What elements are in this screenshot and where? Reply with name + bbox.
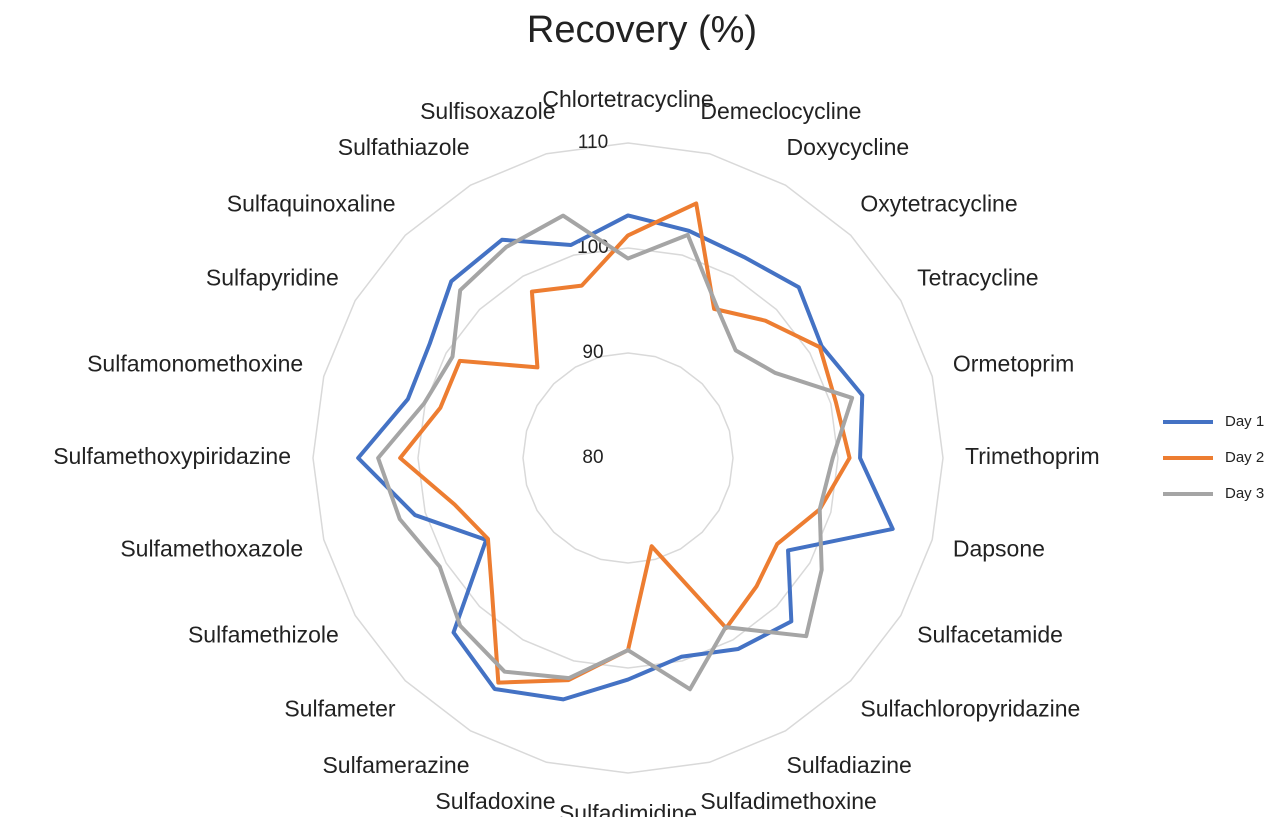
- legend-label: Day 2: [1225, 449, 1264, 466]
- category-label: Sulfaquinoxaline: [227, 191, 396, 217]
- category-label: Chlortetracycline: [542, 86, 713, 112]
- category-label: Sulfadiazine: [787, 752, 912, 778]
- category-label: Sulfisoxazole: [420, 98, 556, 124]
- category-label: Sulfamethoxazole: [120, 535, 303, 561]
- category-label: Sulfachloropyridazine: [860, 696, 1080, 722]
- category-label: Sulfadimidine: [559, 800, 697, 817]
- category-label: Doxycycline: [787, 134, 910, 160]
- category-label: Oxytetracycline: [860, 191, 1017, 217]
- category-label: Sulfadimethoxine: [700, 788, 876, 814]
- legend-label: Day 1: [1225, 413, 1264, 430]
- grid-ring: [417, 247, 839, 669]
- legend-label: Day 3: [1225, 485, 1264, 502]
- category-label: Sulfacetamide: [917, 622, 1063, 648]
- category-label: Sulfamonomethoxine: [87, 351, 303, 377]
- category-label: Demeclocycline: [700, 98, 861, 124]
- category-label: Tetracycline: [917, 265, 1038, 291]
- chart-title: Recovery (%): [527, 9, 757, 51]
- category-label: Sulfapyridine: [206, 265, 339, 291]
- grid-ring: [522, 352, 734, 564]
- series-line: [376, 213, 855, 692]
- category-label: Dapsone: [953, 535, 1045, 561]
- category-label: Sulfamethizole: [188, 622, 339, 648]
- category-label: Sulfamerazine: [322, 752, 469, 778]
- category-label: Sulfathiazole: [338, 134, 470, 160]
- r-tick-label: 80: [582, 447, 603, 468]
- category-label: Sulfameter: [284, 696, 396, 722]
- series-line: [356, 213, 895, 702]
- r-tick-label: 90: [582, 342, 603, 363]
- category-label: Sulfadoxine: [435, 788, 555, 814]
- grid-ring: [312, 142, 944, 774]
- category-label: Sulfamethoxypiridazine: [53, 443, 291, 469]
- category-label: Ormetoprim: [953, 351, 1074, 377]
- series-line: [398, 201, 852, 685]
- category-label: Trimethoprim: [965, 443, 1100, 469]
- r-tick-label: 110: [578, 132, 608, 153]
